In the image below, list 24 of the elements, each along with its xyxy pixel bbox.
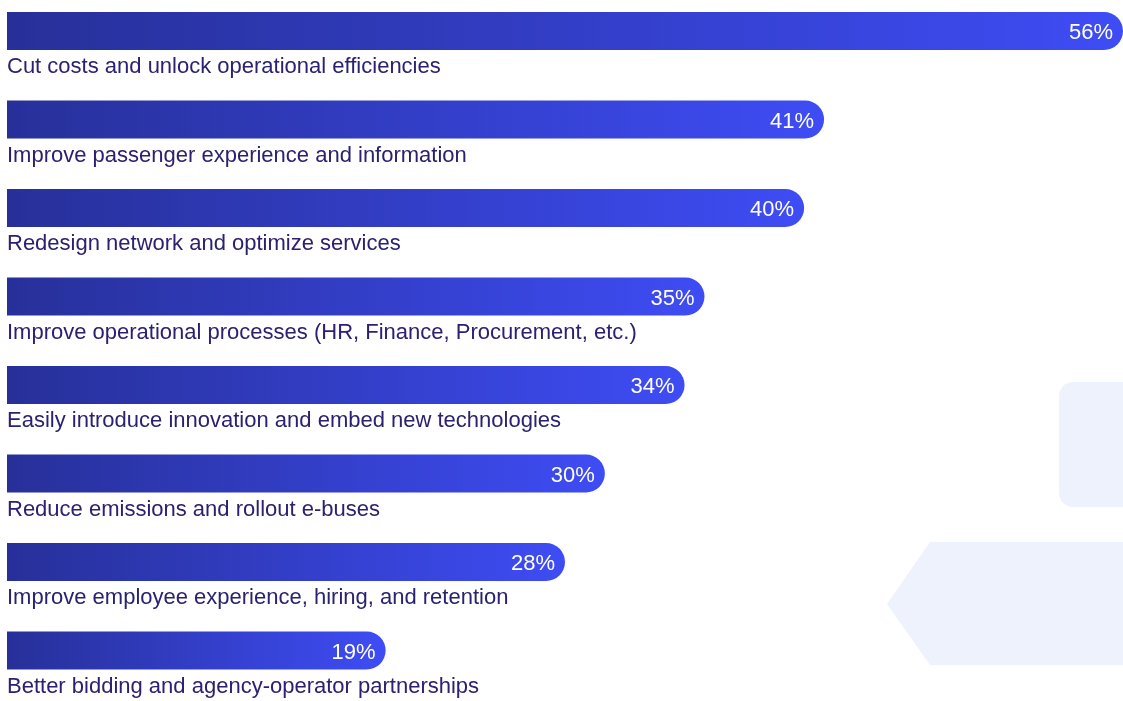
y-tick-label: Improve employee experience, hiring, and retention (7, 584, 509, 609)
data-label: 30% (550, 461, 595, 487)
y-tick-label: Redesign network and optimize services (7, 230, 401, 255)
bar (7, 366, 685, 404)
data-label: 35% (650, 284, 695, 310)
data-label: 34% (630, 373, 675, 398)
y-tick-label: Improve operational processes (HR, Finance, Procurement, etc.) (7, 318, 637, 344)
y-tick-label: Improve passenger experience and information (7, 141, 467, 167)
data-label: 40% (750, 196, 795, 221)
y-tick-label: Cut costs and unlock operational efficiencies (7, 53, 441, 78)
data-label: 56% (1068, 19, 1113, 44)
bar (7, 631, 386, 670)
bar (7, 543, 565, 581)
bar (7, 12, 1123, 50)
bar (7, 277, 705, 316)
bar (7, 189, 805, 227)
y-tick-label: Easily introduce innovation and embed new technologies (7, 407, 562, 432)
bar (7, 100, 825, 139)
y-tick-label: Reduce emissions and rollout e-buses (7, 495, 380, 521)
data-label: 41% (770, 107, 815, 133)
bar (7, 454, 605, 493)
y-tick-label: Better bidding and agency-operator partnerships (7, 672, 480, 698)
data-label: 19% (331, 638, 376, 664)
data-label: 28% (510, 550, 555, 575)
